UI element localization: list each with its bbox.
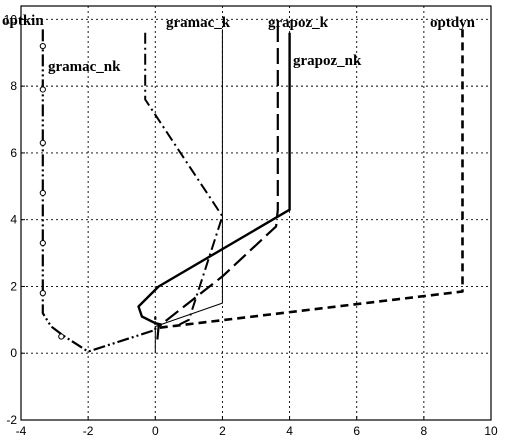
- x-tick-label: -4: [16, 424, 27, 438]
- marker-optkin: [39, 139, 46, 146]
- series-label-grapoz-k: grapoz_k: [268, 15, 329, 31]
- plot-frame: [20, 5, 492, 421]
- series-group: [41, 26, 464, 354]
- series-line-gramac-nk: [144, 32, 224, 328]
- x-tick-label: -2: [83, 424, 94, 438]
- y-tick-label: 2: [10, 279, 17, 293]
- marker-optkin: [39, 86, 46, 93]
- y-tick-label: 6: [10, 146, 17, 160]
- marker-optkin: [39, 42, 46, 50]
- marker-optkin: [58, 333, 65, 340]
- y-tick-label: 8: [10, 79, 17, 93]
- y-tick-label: 0: [10, 346, 17, 360]
- y-tick-label: -2: [6, 413, 17, 427]
- x-tick-label: 6: [353, 424, 360, 438]
- marker-group: [39, 42, 65, 340]
- series-labels: optkin gramac_nk gramac_k grapoz_k grapoz_nk…: [2, 13, 476, 75]
- x-tick-label: 10: [484, 424, 498, 438]
- x-tick-label: 0: [152, 424, 159, 438]
- series-line-optdyn: [155, 29, 464, 330]
- series-label-grapoz-nk: grapoz_nk: [293, 53, 362, 69]
- y-tick-label: 4: [10, 213, 17, 227]
- marker-optkin: [39, 290, 46, 297]
- y-tick-label: 10: [4, 12, 18, 26]
- series-label-gramac-nk: gramac_nk: [48, 59, 121, 75]
- x-tick-label: 8: [421, 424, 428, 438]
- x-tick-label: 4: [286, 424, 293, 438]
- x-tick-label: 2: [219, 424, 226, 438]
- marker-optkin: [39, 189, 46, 197]
- series-line-grapoz-k: [155, 26, 279, 344]
- series-line-optkin: [41, 29, 157, 353]
- series-line-grapoz-nk: [137, 32, 291, 326]
- series-label-optdyn: optdyn: [430, 15, 476, 31]
- series-label-optkin: optkin: [2, 13, 44, 29]
- series-label-gramac-k: gramac_k: [166, 15, 231, 31]
- series-line-gramac-k: [154, 29, 223, 354]
- marker-optkin: [39, 239, 46, 247]
